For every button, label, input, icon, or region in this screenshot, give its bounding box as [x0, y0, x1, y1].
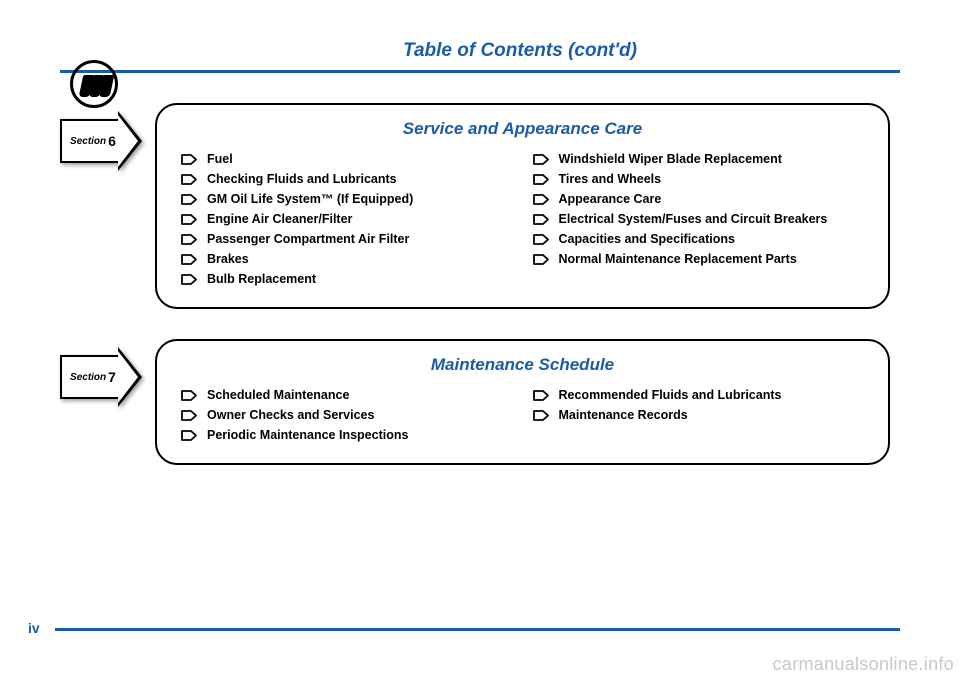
- toc-item-label: Engine Air Cleaner/Filter: [207, 212, 352, 226]
- toc-item[interactable]: Bulb Replacement: [181, 269, 513, 289]
- toc-item-label: Owner Checks and Services: [207, 408, 374, 422]
- bullet-icon: [533, 194, 549, 205]
- columns: Fuel Checking Fluids and Lubricants GM Oil…: [181, 149, 864, 289]
- section-title: Service and Appearance Care: [181, 119, 864, 139]
- section-block: Section6 Service and Appearance Care Fuel C…: [60, 103, 890, 309]
- toc-item-label: Electrical System/Fuses and Circuit Brea…: [559, 212, 828, 226]
- toc-item[interactable]: Periodic Maintenance Inspections: [181, 425, 513, 445]
- toc-item-label: Windshield Wiper Blade Replacement: [559, 152, 782, 166]
- section-badge-label: Section: [70, 372, 106, 383]
- toc-item-label: Normal Maintenance Replacement Parts: [559, 252, 797, 266]
- toc-item-label: Capacities and Specifications: [559, 232, 735, 246]
- toc-item[interactable]: Windshield Wiper Blade Replacement: [533, 149, 865, 169]
- toc-item[interactable]: Engine Air Cleaner/Filter: [181, 209, 513, 229]
- bullet-icon: [533, 234, 549, 245]
- section-block: Section7 Maintenance Schedule Scheduled Ma…: [60, 339, 890, 465]
- section-badge-number: 7: [108, 369, 116, 385]
- column: Recommended Fluids and Lubricants Mainten…: [533, 385, 865, 445]
- column: Scheduled Maintenance Owner Checks and Se…: [181, 385, 513, 445]
- section-badge: Section7: [60, 347, 145, 417]
- toc-item[interactable]: Brakes: [181, 249, 513, 269]
- watermark: carmanualsonline.info: [773, 654, 954, 675]
- column: Windshield Wiper Blade Replacement Tires …: [533, 149, 865, 289]
- toc-item[interactable]: Scheduled Maintenance: [181, 385, 513, 405]
- toc-item-label: Maintenance Records: [559, 408, 688, 422]
- section-badge-number: 6: [108, 133, 116, 149]
- bullet-icon: [533, 154, 549, 165]
- page-number: iv: [28, 620, 40, 636]
- bullet-icon: [181, 390, 197, 401]
- toc-item[interactable]: Checking Fluids and Lubricants: [181, 169, 513, 189]
- bullet-icon: [533, 410, 549, 421]
- toc-item-label: Checking Fluids and Lubricants: [207, 172, 397, 186]
- toc-item[interactable]: Normal Maintenance Replacement Parts: [533, 249, 865, 269]
- bullet-icon: [181, 174, 197, 185]
- section-title: Maintenance Schedule: [181, 355, 864, 375]
- page-title: Table of Contents (cont'd): [140, 40, 900, 62]
- footer-divider: [55, 628, 900, 631]
- content-box: Service and Appearance Care Fuel Checking …: [155, 103, 890, 309]
- bullet-icon: [533, 174, 549, 185]
- toc-item-label: Scheduled Maintenance: [207, 388, 349, 402]
- toc-item-label: Passenger Compartment Air Filter: [207, 232, 409, 246]
- title-divider: [60, 70, 900, 73]
- toc-item[interactable]: Owner Checks and Services: [181, 405, 513, 425]
- toc-item-label: GM Oil Life System™ (If Equipped): [207, 192, 413, 206]
- toc-item-label: Appearance Care: [559, 192, 662, 206]
- content-box: Maintenance Schedule Scheduled Maintenanc…: [155, 339, 890, 465]
- toc-item[interactable]: Passenger Compartment Air Filter: [181, 229, 513, 249]
- toc-item[interactable]: Appearance Care: [533, 189, 865, 209]
- toc-item-label: Bulb Replacement: [207, 272, 316, 286]
- toc-item[interactable]: Electrical System/Fuses and Circuit Brea…: [533, 209, 865, 229]
- toc-item[interactable]: Fuel: [181, 149, 513, 169]
- bullet-icon: [181, 410, 197, 421]
- buick-logo: [70, 60, 118, 108]
- bullet-icon: [533, 254, 549, 265]
- section-badge-label: Section: [70, 136, 106, 147]
- column: Fuel Checking Fluids and Lubricants GM Oil…: [181, 149, 513, 289]
- bullet-icon: [181, 214, 197, 225]
- toc-item-label: Fuel: [207, 152, 233, 166]
- toc-item[interactable]: Capacities and Specifications: [533, 229, 865, 249]
- bullet-icon: [181, 234, 197, 245]
- columns: Scheduled Maintenance Owner Checks and Se…: [181, 385, 864, 445]
- toc-item[interactable]: Maintenance Records: [533, 405, 865, 425]
- bullet-icon: [181, 274, 197, 285]
- bullet-icon: [181, 194, 197, 205]
- bullet-icon: [181, 430, 197, 441]
- section-badge: Section6: [60, 111, 145, 181]
- bullet-icon: [533, 214, 549, 225]
- toc-item[interactable]: Tires and Wheels: [533, 169, 865, 189]
- toc-item-label: Brakes: [207, 252, 249, 266]
- toc-item[interactable]: GM Oil Life System™ (If Equipped): [181, 189, 513, 209]
- toc-item-label: Recommended Fluids and Lubricants: [559, 388, 782, 402]
- bullet-icon: [181, 154, 197, 165]
- bullet-icon: [533, 390, 549, 401]
- toc-item-label: Tires and Wheels: [559, 172, 662, 186]
- toc-item-label: Periodic Maintenance Inspections: [207, 428, 408, 442]
- bullet-icon: [181, 254, 197, 265]
- toc-item[interactable]: Recommended Fluids and Lubricants: [533, 385, 865, 405]
